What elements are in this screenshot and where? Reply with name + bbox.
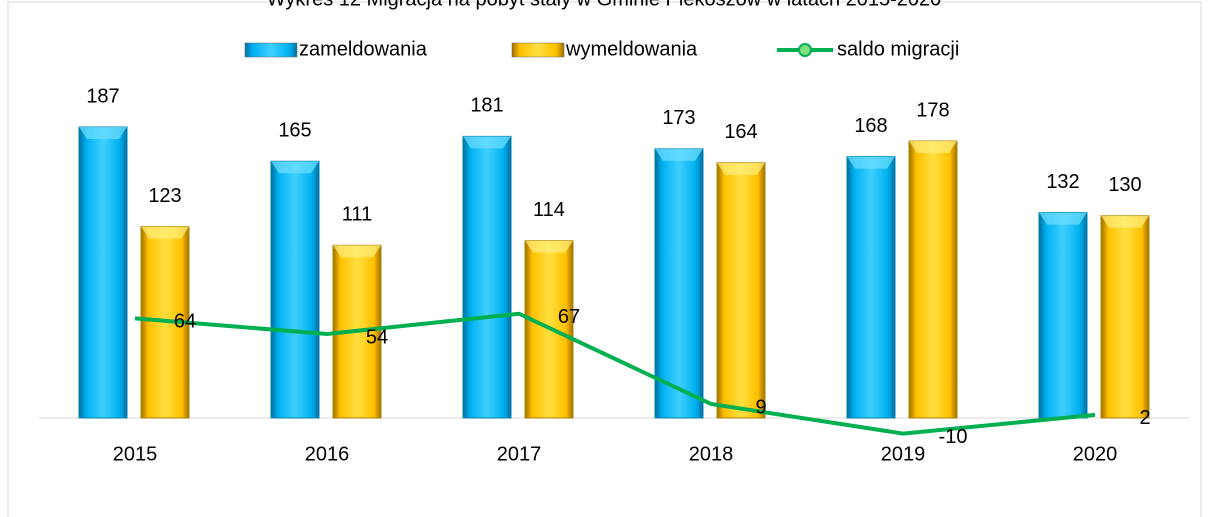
bar-bevel (655, 148, 703, 161)
data-label: 165 (278, 120, 311, 142)
bar-bevel (333, 245, 381, 258)
x-tick-label: 2020 (1073, 443, 1118, 465)
chart-border (7, 1, 1202, 517)
bar-bevel (909, 141, 957, 154)
data-label: 54 (366, 326, 388, 348)
legend-label: wymeldowania (565, 38, 698, 60)
bar-bevel (141, 226, 189, 239)
bar (78, 126, 128, 419)
chart-title: Wykres 12 Migracja na pobyt stały w Gmin… (267, 0, 942, 10)
bar (1100, 215, 1150, 419)
bar-bevel (1101, 215, 1149, 228)
bar-bevel (525, 240, 573, 253)
x-tick-label: 2019 (881, 443, 926, 465)
data-label: 178 (916, 99, 949, 121)
data-label: 123 (148, 185, 181, 207)
bar-bevel (271, 161, 319, 174)
legend-marker (798, 43, 812, 57)
data-label: -10 (939, 426, 968, 448)
x-tick-label: 2018 (689, 443, 734, 465)
bar (1038, 212, 1088, 419)
x-tick-label: 2016 (305, 443, 350, 465)
data-label: 2 (1139, 407, 1150, 429)
data-label: 67 (558, 306, 580, 328)
data-label: 9 (755, 396, 766, 418)
bar (716, 162, 766, 419)
bar-bevel (847, 156, 895, 169)
bar-bevel (79, 127, 127, 140)
data-label: 164 (724, 121, 757, 143)
legend-label: zameldowania (299, 38, 428, 60)
legend-swatch (511, 42, 565, 58)
bar-bevel (1039, 212, 1087, 225)
x-tick-label: 2017 (497, 443, 542, 465)
data-label: 173 (662, 107, 695, 129)
bar-bevel (463, 136, 511, 149)
bar (846, 156, 896, 419)
data-label: 181 (470, 95, 503, 117)
data-label: 111 (342, 204, 372, 226)
line (134, 311, 1096, 436)
bar (462, 135, 512, 419)
bar (270, 160, 320, 419)
data-label: 114 (533, 199, 565, 221)
bar (908, 140, 958, 419)
bar (654, 148, 704, 419)
data-label: 64 (174, 311, 196, 333)
bar-bevel (717, 162, 765, 175)
x-tick-label: 2015 (113, 443, 158, 465)
data-label: 130 (1108, 174, 1141, 196)
legend-swatch (244, 42, 298, 58)
data-label: 187 (86, 85, 119, 107)
data-label: 168 (854, 115, 887, 137)
data-label: 132 (1046, 171, 1079, 193)
legend-label: saldo migracji (837, 38, 959, 60)
